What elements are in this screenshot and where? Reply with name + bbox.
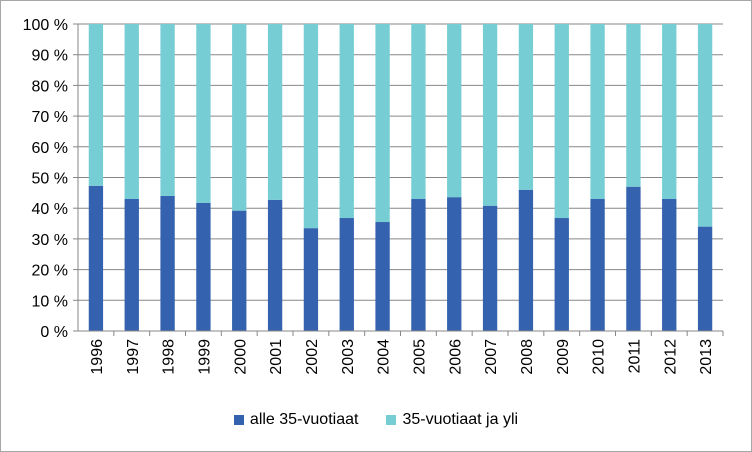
y-tick-labels: 0 % 10 % 20 % 30 % 40 % 50 % 60 % 70 % 80 % 90 % 1… — [23, 17, 68, 341]
y-tick-label: 70 % — [32, 109, 68, 126]
bar-series-0-2007 — [482, 205, 498, 331]
y-tick-label: 80 % — [32, 78, 68, 95]
x-tick-label: 2000 — [232, 339, 249, 375]
bar-series-1-2002 — [303, 24, 319, 229]
bar-series-0-2003 — [339, 218, 354, 331]
x-tick-labels: 1996 1997 1998 1999 2000 2001 2002 2003 2004 2005… — [89, 339, 715, 375]
bar-series-0-2012 — [662, 198, 677, 331]
legend-item-series-1: 35-vuotiaat ja yli — [386, 411, 518, 429]
x-tick-label: 2009 — [555, 339, 572, 375]
bar-series-0-2005 — [411, 198, 426, 331]
bar-series-1-2007 — [482, 24, 498, 206]
bar-series-0-2000 — [232, 210, 247, 331]
x-tick-label: 2010 — [591, 339, 608, 375]
bar-series-1-2008 — [518, 24, 534, 190]
legend-label-series-0: alle 35-vuotiaat — [249, 411, 359, 428]
bar-series-1-1997 — [124, 24, 139, 199]
legend-label-series-1: 35-vuotiaat ja yli — [402, 411, 519, 428]
bar-series-1-2000 — [232, 24, 247, 211]
legend: alle 35-vuotiaat 35-vuotiaat ja yli — [0, 408, 752, 432]
x-tick-label: 2013 — [698, 339, 715, 375]
bar-series-1-1998 — [160, 24, 175, 196]
bar-series-0-2013 — [697, 226, 713, 331]
bar-series-1-2001 — [267, 24, 283, 200]
x-tick-label: 2003 — [340, 339, 357, 375]
x-tick-label: 1998 — [161, 339, 178, 375]
x-tick-label: 2012 — [662, 339, 679, 375]
y-tick-label: 90 % — [32, 48, 68, 65]
x-tick-label: 1996 — [89, 339, 106, 375]
bar-series-1-2005 — [411, 24, 426, 199]
bar-series-0-2009 — [554, 218, 569, 331]
bar-series-0-2010 — [590, 198, 605, 331]
bar-series-1-1996 — [88, 24, 104, 186]
legend-swatch-series-0 — [233, 415, 244, 425]
bar-series-0-2002 — [303, 228, 319, 331]
y-tick-label: 40 % — [32, 201, 68, 218]
gridlines — [73, 23, 724, 336]
y-tick-label: 20 % — [32, 263, 68, 280]
y-tick-label: 50 % — [32, 171, 68, 188]
bar-series-1-2011 — [626, 24, 641, 187]
bar-series-0-2006 — [447, 197, 462, 331]
bar-series-0-1999 — [196, 202, 211, 331]
bar-series-0-1996 — [88, 185, 104, 331]
x-tick-label: 2001 — [268, 339, 285, 375]
bar-series-0-1998 — [160, 195, 175, 331]
bar-series-1-2003 — [339, 24, 354, 219]
x-tick-label: 2002 — [304, 339, 321, 375]
x-tick-label: 2011 — [626, 339, 643, 374]
bar-series-0-2011 — [626, 186, 641, 331]
bar-series-1-1999 — [196, 24, 211, 203]
bar-series-0-2008 — [518, 189, 534, 331]
legend-item-series-0: alle 35-vuotiaat — [233, 411, 359, 429]
x-tick-label: 2005 — [411, 339, 428, 375]
bar-series-0-2001 — [267, 199, 283, 331]
bar-series-0-1997 — [124, 198, 139, 331]
y-tick-label: 10 % — [32, 293, 68, 310]
y-tick-label: 100 % — [23, 17, 68, 34]
x-tick-label: 2008 — [519, 339, 536, 375]
bar-series-1-2009 — [554, 24, 569, 219]
bar-series-1-2013 — [697, 24, 713, 227]
y-tick-label: 30 % — [32, 232, 68, 249]
x-tick-label: 1997 — [125, 339, 142, 375]
x-tick-label: 1999 — [196, 339, 213, 375]
bars — [88, 24, 713, 331]
x-tick-label: 2007 — [483, 339, 500, 375]
x-tick-label: 2004 — [376, 339, 393, 375]
bar-series-1-2006 — [447, 24, 462, 198]
y-tick-label: 60 % — [32, 140, 68, 157]
bar-series-1-2004 — [375, 24, 390, 223]
y-tick-label: 0 % — [40, 324, 68, 341]
bar-series-1-2012 — [662, 24, 677, 199]
bar-series-0-2004 — [375, 222, 390, 331]
x-tick-label: 2006 — [447, 339, 464, 375]
bar-series-1-2010 — [590, 24, 605, 199]
legend-swatch-series-1 — [386, 415, 397, 425]
